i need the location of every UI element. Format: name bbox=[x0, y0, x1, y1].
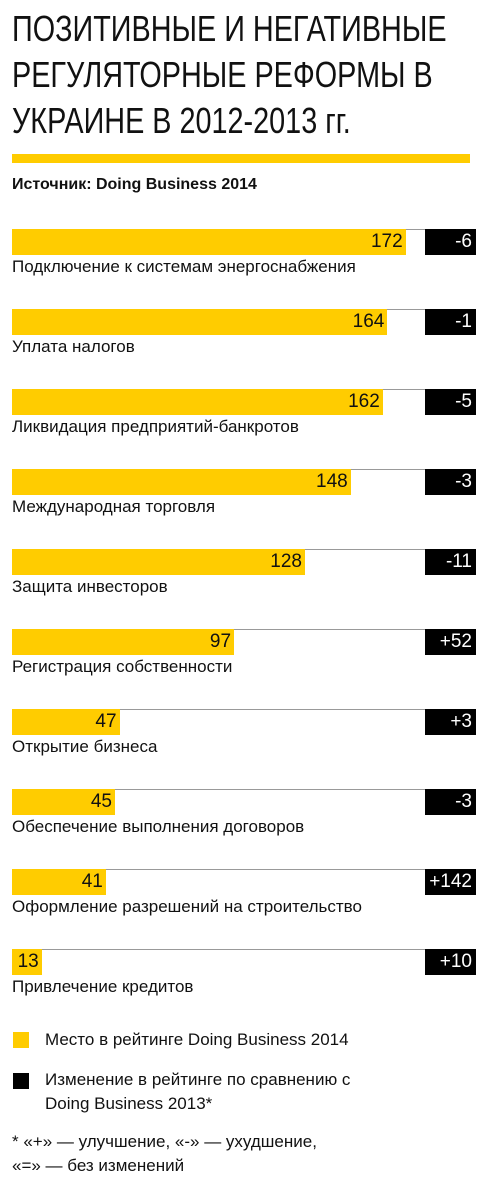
row-line bbox=[12, 709, 476, 710]
change-box bbox=[425, 309, 476, 335]
change-label: +52 bbox=[439, 631, 472, 652]
category-label: Регистрация собственности bbox=[12, 657, 233, 676]
value-label: 148 bbox=[316, 471, 348, 492]
value-label: 128 bbox=[270, 551, 302, 572]
legend-label: Место в рейтинге Doing Business 2014 bbox=[45, 1030, 349, 1049]
change-label: -3 bbox=[455, 791, 472, 812]
row-line bbox=[12, 629, 476, 630]
change-label: -11 bbox=[445, 551, 472, 572]
value-label: 13 bbox=[17, 951, 39, 972]
bar bbox=[12, 229, 406, 255]
category-label: Оформление разрешений на строительство bbox=[12, 897, 362, 916]
legend-swatch bbox=[13, 1032, 29, 1048]
bar bbox=[12, 389, 383, 415]
category-label: Открытие бизнеса bbox=[12, 737, 158, 756]
change-box bbox=[425, 869, 476, 895]
change-label: -1 bbox=[455, 311, 472, 332]
bar bbox=[12, 469, 351, 495]
change-box bbox=[425, 629, 476, 655]
row-line bbox=[12, 869, 476, 870]
change-box bbox=[425, 949, 476, 975]
category-label: Защита инвесторов bbox=[12, 577, 168, 596]
value-label: 45 bbox=[90, 791, 112, 812]
value-label: 41 bbox=[81, 871, 103, 892]
bar bbox=[12, 309, 388, 335]
value-label: 97 bbox=[209, 631, 232, 652]
footnote: * «+» — улучшение, «-» — ухудшение, «=» … bbox=[12, 1132, 317, 1175]
change-box bbox=[425, 549, 476, 575]
legend-label: Изменение в рейтинге по сравнению с Doin… bbox=[45, 1070, 351, 1113]
bar bbox=[12, 869, 106, 895]
category-label: Привлечение кредитов bbox=[12, 977, 194, 996]
category-label: Подключение к системам энергоснабжения bbox=[12, 257, 356, 276]
change-box bbox=[425, 789, 476, 815]
value-label: 47 bbox=[95, 711, 117, 732]
title-rule bbox=[12, 154, 470, 163]
bar bbox=[12, 549, 305, 575]
chart-title: ПОЗИТИВНЫЕ И НЕГАТИВНЫЕ РЕГУЛЯТОРНЫЕ РЕФ… bbox=[12, 8, 447, 141]
change-box bbox=[425, 709, 476, 735]
row-line bbox=[12, 789, 476, 790]
change-label: -6 bbox=[455, 231, 472, 252]
value-label: 164 bbox=[352, 311, 385, 332]
bar bbox=[12, 709, 120, 735]
category-label: Уплата налогов bbox=[12, 337, 135, 356]
change-label: +3 bbox=[450, 711, 472, 732]
legend-swatch bbox=[13, 1073, 29, 1089]
category-label: Обеспечение выполнения договоров bbox=[12, 817, 305, 836]
change-box bbox=[425, 469, 476, 495]
source: Источник: Doing Business 2014 bbox=[12, 176, 257, 193]
change-label: -3 bbox=[455, 471, 472, 492]
category-label: Ликвидация предприятий-банкротов bbox=[12, 417, 299, 436]
category-label: Международная торговля bbox=[12, 497, 216, 516]
bar bbox=[12, 949, 42, 975]
row-line bbox=[12, 949, 476, 950]
value-label: 172 bbox=[370, 231, 403, 252]
change-label: -5 bbox=[455, 391, 472, 412]
change-label: +10 bbox=[439, 951, 472, 972]
value-label: 162 bbox=[348, 391, 380, 412]
change-label: +142 bbox=[429, 871, 472, 892]
bar bbox=[12, 789, 115, 815]
change-box bbox=[425, 389, 476, 415]
bar bbox=[12, 629, 235, 655]
change-box bbox=[425, 229, 476, 255]
